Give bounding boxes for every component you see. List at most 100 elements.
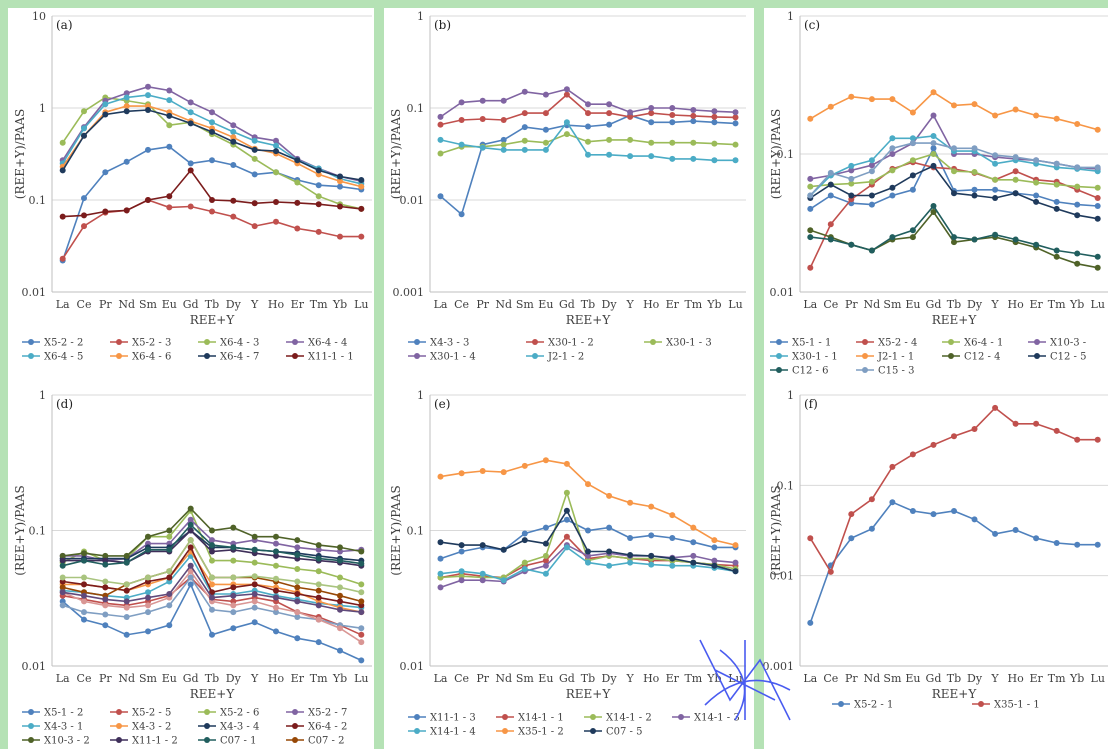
data-point [1094,436,1101,443]
data-point [209,589,215,596]
x-tick-label: La [56,298,70,311]
data-point [187,99,194,106]
series-11 [59,521,365,569]
legend-marker [204,737,210,743]
legend-label: X14-1 - 2 [606,713,652,724]
x-tick-label: Tm [1048,298,1066,311]
legend-marker [116,339,122,345]
data-point [59,602,66,609]
data-point [458,211,465,218]
x-tick-label: Dy [226,672,242,685]
x-tick-label: Lu [728,298,742,311]
legend-item: X30-1 - 4 [408,352,476,363]
legend-label: X5-2 - 5 [132,708,171,719]
data-point [209,594,215,601]
x-tick-label: Nd [495,298,512,311]
legend-marker [292,709,298,715]
legend-label: X4-3 - 2 [132,722,171,733]
data-point [294,584,301,591]
legend-label: X30-1 - 4 [430,352,476,363]
data-point [358,233,365,240]
x-tick-label: Eu [905,672,920,685]
series-8 [59,167,365,220]
legend-marker [28,723,34,729]
x-tick-label: Er [666,298,680,311]
chart-panel-2: 0.001 0.01 0.1 1 La Ce Pr Nd Sm Eu Gd Tb Dy Y Ho Er Tm Yb… [384,8,754,388]
x-tick-label: Yb [706,298,721,311]
data-point [827,221,834,228]
data-point [1074,201,1081,208]
x-tick-label: La [803,298,817,311]
data-point [358,609,365,616]
data-point [230,584,237,591]
data-point [669,119,676,126]
data-point [273,604,279,611]
data-point [337,544,343,551]
x-tick-label: Tb [205,298,219,311]
data-point [1033,241,1040,248]
data-point [123,158,130,165]
data-point [563,131,570,138]
y-axis-title: (REE+Y)/PAAS [769,109,783,199]
data-point [315,546,322,553]
x-tick-label: Lu [1091,672,1105,685]
data-point [458,577,465,584]
data-point [690,539,697,546]
y-tick-label: 0.1 [407,102,425,115]
data-point [102,622,109,629]
data-point [358,598,365,605]
data-point [521,537,528,544]
x-tick-label: Tb [581,672,595,685]
data-point [437,584,444,591]
legend-marker [204,723,210,729]
data-point [123,90,130,97]
x-tick-label: Pr [99,298,112,311]
legend-label: C07 - 1 [220,736,256,747]
data-point [585,151,591,158]
data-point [930,140,937,147]
x-tick-label: Er [291,672,305,685]
x-tick-label: Er [291,298,305,311]
y-tick-label: 1 [39,102,46,115]
data-point [1012,176,1019,183]
data-point [606,121,613,128]
data-point [930,133,937,139]
data-point [145,589,151,596]
data-point [521,88,528,95]
y-tick-label: 1 [787,10,794,23]
legend-item: X35-1 - 1 [972,700,1040,711]
y-tick-label: 1 [787,389,794,402]
data-point [337,574,343,581]
x-tick-label: Sm [883,672,902,685]
data-point [315,602,322,609]
legend-label: X4-3 - 4 [220,722,259,733]
data-point [848,180,855,187]
data-point [145,107,151,113]
data-point [563,489,570,496]
data-point [951,168,957,175]
data-point [669,512,676,519]
data-point [123,581,130,588]
data-point [585,123,591,130]
legend-label: X6-4 - 5 [44,352,83,363]
data-point [669,535,676,541]
panel-label: (c) [804,18,820,32]
data-point [123,94,130,101]
data-point [690,107,697,113]
data-point [81,598,87,605]
data-point [669,112,676,118]
data-point [807,264,814,271]
y-tick-label: 0.1 [777,148,795,161]
data-point [711,119,718,126]
data-point [909,227,916,234]
legend-label: X11-1 - 3 [430,713,476,724]
x-tick-label: Tb [581,298,595,311]
data-point [81,574,87,581]
legend-label: X4-3 - 3 [430,338,469,349]
data-point [337,625,343,632]
data-point [992,160,999,167]
x-tick-label: Gd [926,298,942,311]
chart-panel-4: 0.01 0.1 1 La Ce Pr Nd Sm Eu Gd Tb Dy Y Ho Er Tm Yb Lu REE… [8,388,374,749]
series-2 [807,404,1101,575]
